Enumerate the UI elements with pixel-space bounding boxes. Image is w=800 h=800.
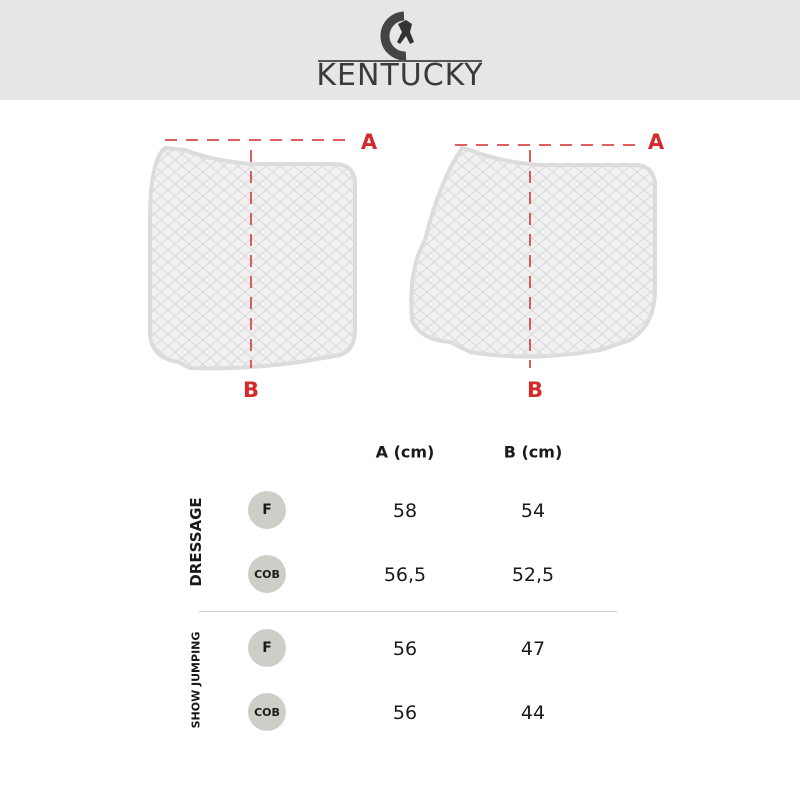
value-b: 44 — [520, 702, 546, 724]
brand-logo-text: KENTUCKY — [316, 58, 484, 93]
column-header-b: B (cm) — [503, 442, 563, 462]
header-banner: KENTUCKY — [0, 0, 800, 100]
horse-rider-c-logo-icon — [380, 11, 414, 60]
size-badge: F — [248, 491, 286, 529]
value-a: 56 — [392, 638, 418, 660]
jumping-pad — [409, 145, 657, 359]
value-b: 52,5 — [511, 564, 555, 586]
size-badge: F — [248, 629, 286, 667]
jumping-label-a: A — [647, 130, 665, 154]
group-label-show-jumping: SHOW JUMPING — [189, 631, 203, 729]
group-divider — [199, 611, 617, 612]
logo-rule — [318, 60, 482, 62]
size-badge: COB — [248, 693, 286, 731]
column-header-a: A (cm) — [375, 442, 435, 462]
dressage-pad — [148, 145, 357, 371]
value-b: 47 — [520, 638, 546, 660]
dressage-label-a: A — [360, 130, 378, 154]
value-a: 56,5 — [383, 564, 427, 586]
size-badge: COB — [248, 555, 286, 593]
group-label-dressage: DRESSAGE — [187, 497, 205, 587]
jumping-label-b: B — [526, 378, 544, 402]
dressage-label-b: B — [242, 378, 260, 402]
value-b: 54 — [520, 500, 546, 522]
saddle-pad-diagrams — [148, 139, 657, 371]
value-a: 58 — [392, 500, 418, 522]
value-a: 56 — [392, 702, 418, 724]
